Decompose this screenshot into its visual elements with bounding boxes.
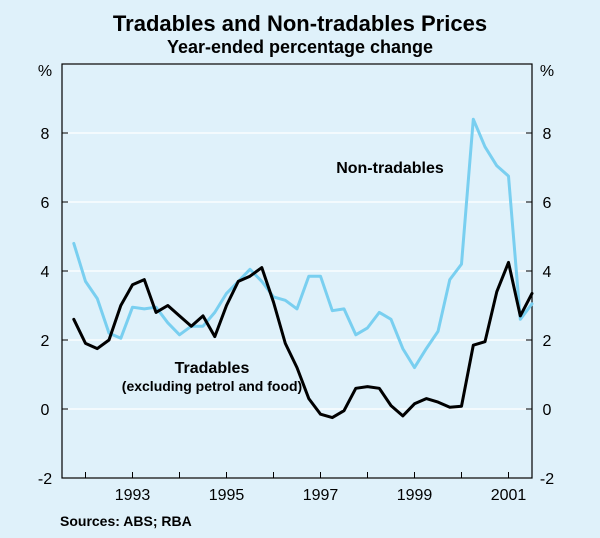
y-tick-label-left: 6 <box>41 195 50 212</box>
chart-title: Tradables and Non-tradables Prices <box>113 11 487 36</box>
series-line-non-tradables <box>72 117 534 370</box>
series-line-tradables <box>72 260 534 420</box>
source-note: Sources: ABS; RBA <box>60 513 192 529</box>
y-tick-label-left: 0 <box>41 402 50 419</box>
chart-subtitle: Year-ended percentage change <box>167 37 433 57</box>
y-tick-label-right: 8 <box>543 126 552 143</box>
x-tick-label: 2001 <box>491 487 527 504</box>
y-tick-label-left: 8 <box>41 126 50 143</box>
series-layer <box>72 117 534 420</box>
tradables-sublabel: (excluding petrol and food) <box>122 378 302 394</box>
y-tick-label-right: 4 <box>543 264 552 281</box>
y-tick-label-right: 6 <box>543 195 552 212</box>
y-tick-label-right: 0 <box>543 402 552 419</box>
axis-tick-labels: -2 -2 0 0 2 2 4 4 6 6 8 8 1993 1995 1997 1999 2001 <box>38 126 554 504</box>
axis-ticks <box>62 63 532 479</box>
y-tick-label-right: -2 <box>540 471 554 488</box>
tradables-label: Tradables <box>175 360 250 377</box>
y-tick-label-left: 2 <box>41 333 50 350</box>
x-tick-label: 1993 <box>115 487 151 504</box>
y-tick-label-left: -2 <box>38 471 52 488</box>
y-axis-unit-left: % <box>38 63 52 80</box>
x-tick-label: 1995 <box>209 487 245 504</box>
y-tick-label-left: 4 <box>41 264 50 281</box>
y-tick-label-right: 2 <box>543 333 552 350</box>
x-tick-label: 1999 <box>397 487 433 504</box>
y-axis-unit-right: % <box>540 63 554 80</box>
x-tick-label: 1997 <box>303 487 339 504</box>
non-tradables-label: Non-tradables <box>336 160 444 177</box>
